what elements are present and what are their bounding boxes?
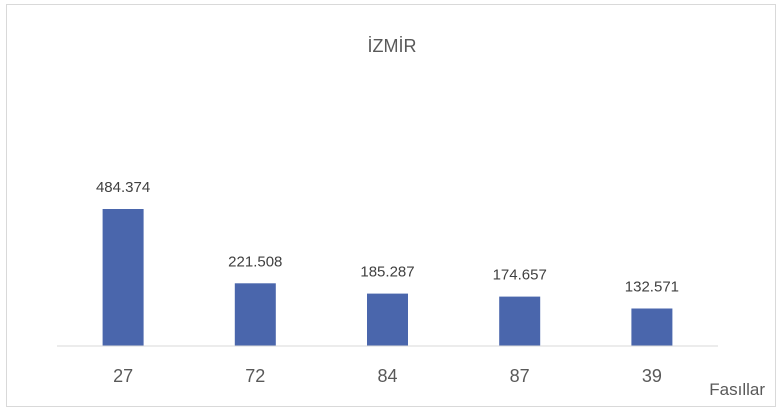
chart-title: İZMİR xyxy=(368,36,417,56)
data-label-87: 174.657 xyxy=(493,267,547,284)
x-tick-label-39: 39 xyxy=(642,366,662,386)
x-tick-label-27: 27 xyxy=(113,366,133,386)
x-tick-label-87: 87 xyxy=(510,366,530,386)
data-label-84: 185.287 xyxy=(360,264,414,281)
x-tick-label-84: 84 xyxy=(377,366,397,386)
data-label-39: 132.571 xyxy=(625,279,679,296)
bar-39 xyxy=(631,308,673,346)
x-tick-labels: 27 72 84 87 39 xyxy=(113,366,662,386)
x-tick-label-72: 72 xyxy=(245,366,265,386)
bar-87 xyxy=(499,296,541,346)
bars-group xyxy=(102,209,673,346)
data-labels-group: 484.374 221.508 185.287 174.657 132.571 xyxy=(96,179,679,296)
bar-27 xyxy=(102,209,144,346)
data-label-72: 221.508 xyxy=(228,253,282,270)
x-axis-title: Fasıllar xyxy=(709,380,765,399)
data-label-27: 484.374 xyxy=(96,179,150,196)
bar-72 xyxy=(234,283,276,346)
bar-84 xyxy=(367,293,408,346)
